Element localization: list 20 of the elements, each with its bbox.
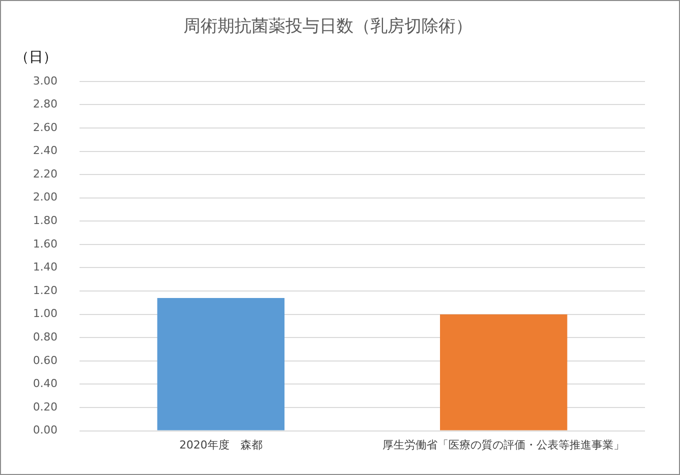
x-tick-label: 2020年度 森都 bbox=[179, 438, 262, 452]
y-tick-label: 2.00 bbox=[32, 190, 58, 204]
y-tick-label: 2.40 bbox=[32, 144, 58, 158]
x-tick-label: 厚生労働省「医療の質の評価・公表等推進事業」 bbox=[382, 438, 625, 452]
y-tick-label: 1.20 bbox=[32, 284, 58, 297]
y-tick-label: 0.20 bbox=[32, 400, 58, 414]
y-tick-label: 2.60 bbox=[32, 120, 58, 134]
y-tick-label: 1.80 bbox=[32, 214, 58, 228]
y-tick-label: 0.00 bbox=[32, 424, 58, 437]
y-tick-label: 1.60 bbox=[32, 237, 58, 250]
y-tick-label: 2.20 bbox=[32, 167, 58, 180]
y-tick-label: 0.40 bbox=[32, 377, 58, 390]
y-tick-label: 1.00 bbox=[32, 307, 58, 320]
y-tick-label: 0.60 bbox=[32, 354, 58, 367]
y-tick-label: 0.80 bbox=[32, 330, 58, 344]
y-tick-label: 3.00 bbox=[32, 74, 58, 88]
y-axis-title: （日） bbox=[15, 50, 57, 66]
y-tick-label: 2.80 bbox=[32, 98, 58, 111]
y-tick-label: 1.40 bbox=[32, 260, 58, 274]
chart-title: 周術期抗菌薬投与日数（乳房切除術） bbox=[184, 16, 472, 37]
